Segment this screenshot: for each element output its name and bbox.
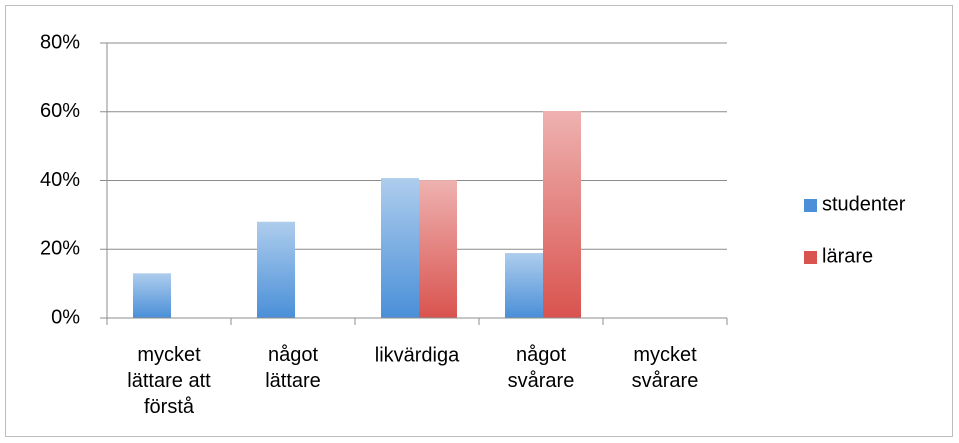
bar (257, 221, 295, 318)
y-tick-label: 60% (40, 100, 80, 122)
y-tick-label: 40% (40, 169, 80, 191)
legend-label: studenter (822, 193, 906, 215)
bar (419, 180, 457, 318)
legend-label: lärare (822, 245, 873, 267)
x-tick-label: mycket svårare (632, 344, 699, 392)
bar (381, 178, 419, 318)
chart-border (5, 5, 953, 437)
y-tick-label: 20% (40, 238, 80, 260)
x-tick-label: mycket lättare att förstå (127, 344, 211, 418)
legend-swatch (804, 251, 817, 264)
bar (543, 111, 581, 318)
y-tick-label: 80% (40, 31, 80, 53)
bar (505, 253, 543, 318)
x-tick-label: något svårare (508, 344, 575, 392)
bar (133, 273, 171, 318)
legend-swatch (804, 199, 817, 212)
y-tick-label: 0% (51, 306, 80, 328)
x-tick-label: något lättare (265, 344, 321, 392)
x-tick-label: likvärdiga (375, 344, 460, 366)
